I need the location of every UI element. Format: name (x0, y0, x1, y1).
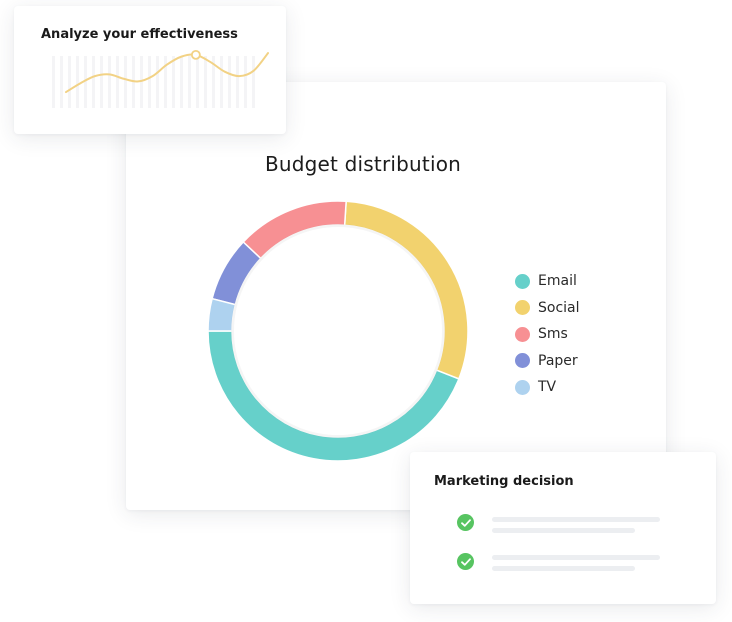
sparkline-gridline (188, 56, 191, 108)
sparkline-marker (190, 49, 201, 60)
sparkline-gridline (172, 56, 175, 108)
effectiveness-card: Analyze your effectiveness (14, 6, 286, 134)
sparkline-gridline (244, 56, 247, 108)
legend-swatch (515, 379, 530, 395)
legend-item-sms: Sms (515, 321, 580, 348)
sparkline-gridline (148, 56, 151, 108)
sparkline-gridline (100, 56, 103, 108)
sparkline-gridline (124, 56, 127, 108)
legend-swatch (515, 300, 530, 316)
sparkline-gridline (164, 56, 167, 108)
sparkline-gridline (204, 56, 207, 108)
sparkline-gridline (140, 56, 143, 108)
sparkline-gridline (108, 56, 111, 108)
sparkline-gridline (68, 56, 71, 108)
sparkline-gridline (196, 56, 199, 108)
check-circle-icon (457, 553, 474, 570)
sparkline-series-line (65, 52, 269, 94)
decision-line-placeholder (492, 528, 635, 533)
legend-swatch (515, 353, 530, 369)
legend-item-paper: Paper (515, 348, 580, 375)
effectiveness-sparkline (52, 49, 269, 108)
sparkline-gridline (116, 56, 119, 108)
sparkline-gridline (84, 56, 87, 108)
legend-label: TV (538, 379, 557, 396)
sparkline-gridline (220, 56, 223, 108)
decision-line-placeholder (492, 555, 660, 560)
budget-chart-title: Budget distribution (264, 152, 462, 176)
marketing-decision-card: Marketing decision (410, 452, 716, 604)
sparkline-gridline (236, 56, 239, 108)
donut-hole (231, 224, 445, 438)
decision-line-placeholder (492, 517, 660, 522)
budget-donut-chart (207, 200, 469, 462)
legend-item-tv: TV (515, 374, 580, 401)
donut-slice-tv (207, 297, 237, 332)
effectiveness-title: Analyze your effectiveness (41, 27, 238, 42)
sparkline-gridline (60, 56, 63, 108)
sparkline-gridline (180, 56, 183, 108)
sparkline-gridline (156, 56, 159, 108)
decision-line-placeholder (492, 566, 635, 571)
sparkline-gridline (76, 56, 79, 108)
sparkline-gridline (92, 56, 95, 108)
legend-label: Email (538, 273, 577, 290)
sparkline-gridline (52, 56, 55, 108)
legend-swatch (515, 326, 530, 342)
legend-label: Social (538, 299, 580, 316)
legend-label: Sms (538, 326, 568, 343)
legend-swatch (515, 273, 530, 289)
marketing-title: Marketing decision (434, 474, 574, 489)
legend-item-email: Email (515, 268, 580, 295)
budget-distribution-card: Budget distribution Email Social Sms Paper T… (126, 82, 666, 510)
check-circle-icon (457, 514, 474, 531)
legend-item-social: Social (515, 295, 580, 322)
sparkline-gridline (252, 56, 255, 108)
sparkline-gridline (212, 56, 215, 108)
sparkline-gridline (228, 56, 231, 108)
legend-label: Paper (538, 352, 578, 369)
budget-legend: Email Social Sms Paper TV (515, 268, 580, 401)
